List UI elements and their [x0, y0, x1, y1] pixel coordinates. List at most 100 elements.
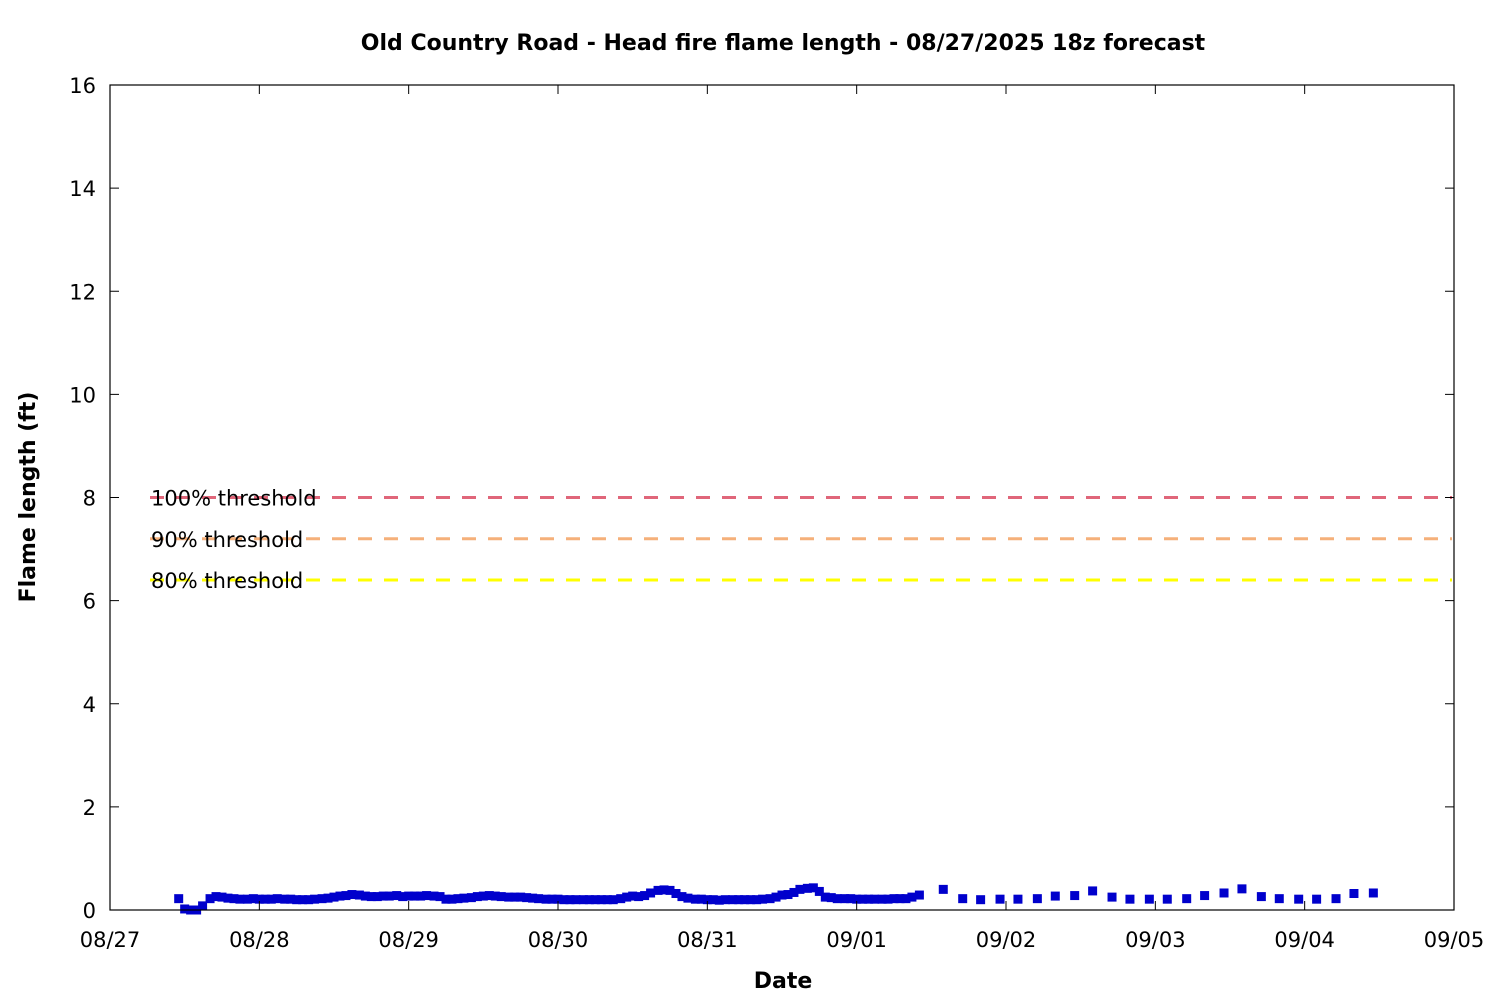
data-point — [1256, 892, 1266, 902]
y-axis: 0 2 4 6 8 10 12 14 16 — [69, 74, 1454, 923]
data-point — [571, 895, 581, 905]
data-point — [596, 895, 606, 905]
data-point — [1162, 894, 1172, 904]
data-point — [329, 892, 339, 902]
data-point — [578, 895, 588, 905]
data-point — [622, 892, 632, 902]
data-point — [1107, 892, 1117, 902]
data-point — [453, 894, 463, 904]
data-point — [608, 895, 618, 905]
data-point — [752, 895, 762, 905]
x-tick-label: 08/30 — [528, 928, 589, 952]
data-point — [690, 894, 700, 904]
data-point — [510, 892, 520, 902]
data-point — [398, 892, 408, 902]
data-point — [459, 893, 469, 903]
data-point — [696, 894, 706, 904]
data-point — [534, 894, 544, 904]
data-point — [211, 892, 221, 902]
data-point — [720, 895, 730, 905]
data-point — [466, 893, 476, 903]
data-point — [708, 895, 718, 905]
data-point — [410, 891, 420, 901]
data-point — [198, 901, 208, 911]
data-point — [260, 894, 270, 904]
data-point — [490, 891, 500, 901]
data-point — [429, 891, 439, 901]
threshold-label: 80% threshold — [151, 569, 303, 593]
data-point — [590, 895, 600, 905]
data-point — [877, 894, 887, 904]
data-point — [254, 894, 264, 904]
x-tick-label: 08/27 — [80, 928, 141, 952]
data-point — [484, 891, 494, 901]
data-point — [602, 895, 612, 905]
data-point — [864, 894, 874, 904]
data-point — [522, 893, 532, 903]
data-point — [272, 894, 282, 904]
threshold-lines — [150, 496, 1452, 582]
legend: 100% threshold 90% threshold 80% threshold — [151, 487, 317, 594]
data-point — [907, 892, 917, 902]
data-point — [1312, 894, 1322, 904]
data-point — [671, 889, 681, 898]
data-point — [496, 892, 506, 902]
data-point — [783, 890, 793, 900]
data-point — [323, 893, 333, 903]
x-tick-label: 09/05 — [1424, 928, 1485, 952]
data-point — [528, 893, 538, 903]
y-tick-label: 12 — [69, 280, 96, 304]
data-point — [1349, 889, 1359, 898]
data-point — [938, 884, 948, 894]
data-point — [814, 886, 824, 896]
data-point — [771, 892, 781, 902]
data-point — [310, 894, 320, 904]
data-point — [504, 892, 514, 902]
x-tick-label: 08/29 — [378, 928, 439, 952]
data-point — [640, 891, 650, 901]
data-point — [174, 894, 184, 904]
data-point — [777, 890, 787, 900]
y-tick-label: 14 — [69, 177, 96, 201]
data-point — [895, 894, 905, 904]
data-point — [416, 891, 426, 901]
data-point — [665, 885, 675, 895]
y-tick-label: 2 — [83, 796, 96, 820]
x-tick-label: 08/31 — [677, 928, 738, 952]
chart-title: Old Country Road - Head fire flame lengt… — [361, 31, 1206, 56]
data-point — [1200, 891, 1210, 901]
y-tick-label: 8 — [83, 487, 96, 511]
y-tick-label: 0 — [83, 899, 96, 923]
data-point — [646, 888, 656, 898]
data-point — [378, 891, 388, 901]
data-point — [765, 894, 775, 904]
data-point — [1182, 894, 1192, 904]
data-point — [846, 894, 856, 904]
data-point — [384, 891, 394, 901]
data-point — [901, 894, 911, 904]
data-point — [826, 893, 836, 903]
data-point — [958, 894, 968, 904]
data-point — [547, 894, 557, 904]
y-tick-label: 16 — [69, 74, 96, 98]
data-point — [1219, 888, 1229, 898]
data-series — [174, 883, 1378, 915]
data-point — [298, 895, 308, 905]
data-point — [478, 891, 488, 901]
data-point — [616, 894, 626, 904]
y-tick-label: 10 — [69, 383, 96, 407]
data-point — [870, 894, 880, 904]
data-point — [995, 894, 1005, 904]
data-point — [180, 904, 190, 914]
x-axis-label: Date — [754, 969, 813, 994]
data-point — [229, 894, 239, 904]
data-point — [628, 891, 638, 901]
data-point — [677, 892, 687, 902]
data-point — [304, 895, 314, 905]
data-point — [683, 893, 693, 903]
data-point — [746, 895, 756, 905]
data-point — [858, 894, 868, 904]
data-point — [1294, 894, 1304, 904]
data-point — [758, 894, 768, 904]
data-point — [1088, 886, 1098, 896]
